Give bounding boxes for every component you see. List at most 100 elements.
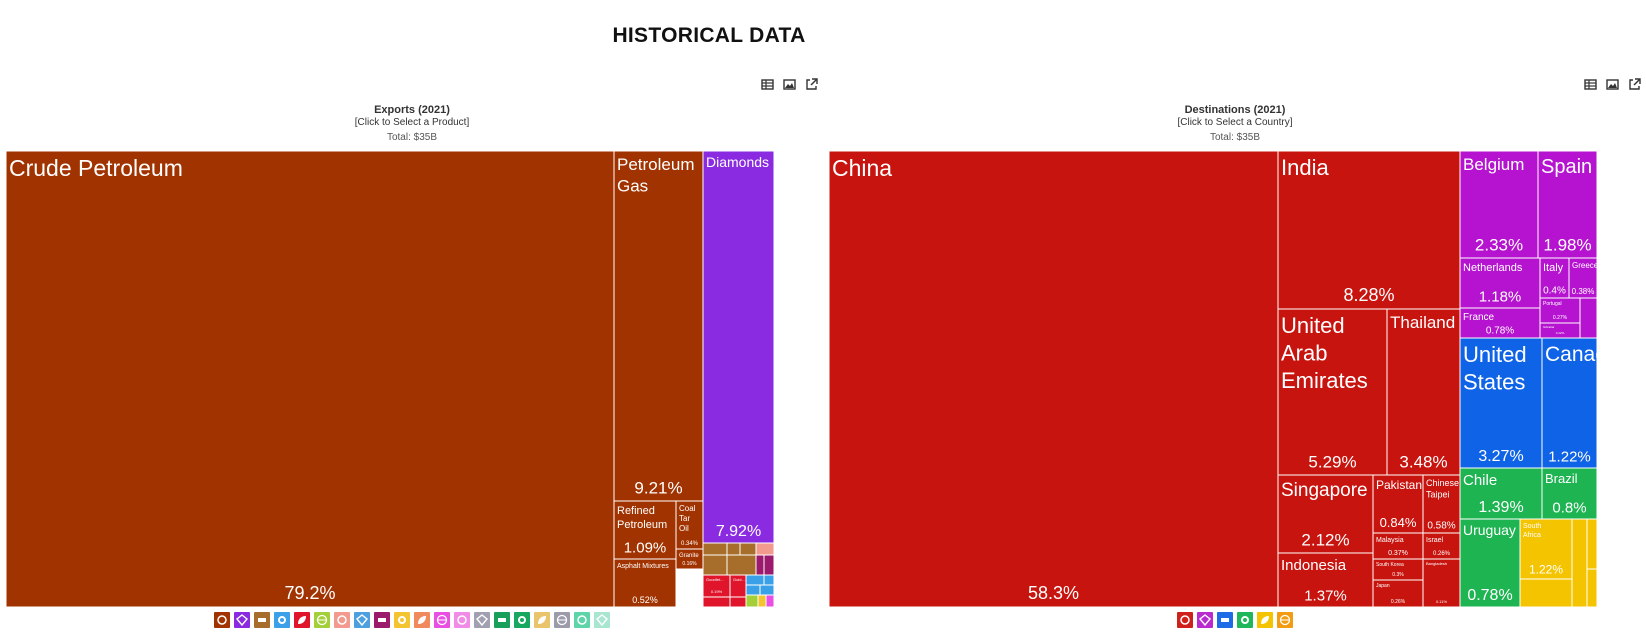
weapons-icon[interactable]	[394, 612, 410, 628]
tile-petroleum-gas-share: 9.21%	[634, 478, 682, 497]
footwear-icon[interactable]	[514, 612, 530, 628]
treemap-minor-tile[interactable]	[739, 542, 757, 556]
destinations-treemap: China 58.3% India 8.28% United Arab Emirates 5.…	[829, 151, 1641, 607]
treemap-minor-tile[interactable]	[1571, 518, 1588, 607]
tile-thailand-label: Thailand	[1390, 313, 1455, 332]
treemap-minor-tile[interactable]	[726, 554, 757, 576]
chemical-products-icon[interactable]	[434, 612, 450, 628]
tile-petroleum-gas-label: Petroleum Gas	[617, 155, 694, 195]
tile-japan[interactable]	[1372, 579, 1424, 607]
textiles-icon[interactable]	[354, 612, 370, 628]
treemap-minor-tile[interactable]	[763, 574, 775, 586]
tile-indonesia-label: Indonesia	[1281, 557, 1347, 574]
tile-united-states[interactable]	[1459, 337, 1543, 469]
treemap-minor-tile[interactable]	[1579, 297, 1598, 339]
tile-chile[interactable]	[1459, 467, 1543, 520]
tile-italy-share: 0.4%	[1543, 286, 1566, 297]
tile-uruguay-label: Uruguay	[1463, 522, 1516, 538]
destinations-header: Destinations (2021) [Click to Select a C…	[829, 104, 1641, 145]
select-country-link[interactable]: [Click to Select a Country]	[1177, 117, 1293, 128]
table-icon[interactable]	[761, 78, 774, 91]
tile-greece-share: 0.38%	[1572, 287, 1595, 296]
treemap-minor-tile[interactable]	[757, 594, 767, 607]
treemap-minor-tile[interactable]	[745, 574, 765, 586]
miscellaneous-icon[interactable]	[474, 612, 490, 628]
mineral-products-icon[interactable]	[214, 612, 230, 628]
treemap-minor-tile[interactable]	[755, 542, 775, 556]
share-icon[interactable]	[1628, 78, 1641, 91]
tile-portugal-share: 0.27%	[1553, 315, 1568, 321]
tile-thailand[interactable]	[1386, 308, 1461, 476]
south-america-icon[interactable]	[1237, 612, 1253, 628]
tile-canada[interactable]	[1541, 337, 1598, 469]
tile-diamonds[interactable]	[702, 151, 775, 544]
tile-singapore[interactable]	[1277, 474, 1374, 554]
treemap-minor-tile[interactable]	[702, 554, 728, 576]
metals-icon[interactable]	[254, 612, 270, 628]
tile-china[interactable]	[829, 151, 1279, 607]
image-icon[interactable]	[1606, 78, 1619, 91]
treemap-minor-tile[interactable]	[702, 596, 731, 607]
tile-brazil[interactable]	[1541, 467, 1598, 520]
destinations-panel: Destinations (2021) [Click to Select a C…	[829, 78, 1641, 643]
machines-icon[interactable]	[274, 612, 290, 628]
tile-brazil-label: Brazil	[1545, 471, 1578, 486]
tile-coal-tar-oil[interactable]	[675, 500, 704, 550]
treemap-minor-tile[interactable]	[1586, 568, 1598, 607]
animal-hides-icon[interactable]	[334, 612, 350, 628]
treemap-minor-tile[interactable]	[759, 584, 775, 596]
destinations-treemap-svg: China 58.3% India 8.28% United Arab Emirates 5.…	[829, 151, 1619, 607]
tile-india-label: India	[1281, 155, 1329, 180]
tile-spain-share: 1.98%	[1543, 235, 1591, 254]
plastics-icon[interactable]	[414, 612, 430, 628]
tile-south-africa-label: South Africa	[1523, 523, 1541, 539]
africa-icon[interactable]	[1257, 612, 1273, 628]
tile-pakistan[interactable]	[1372, 474, 1424, 534]
oceania-icon[interactable]	[1277, 612, 1293, 628]
tile-india-share: 8.28%	[1343, 285, 1394, 305]
arts-icon[interactable]	[594, 612, 610, 628]
tile-chinese-taipei[interactable]	[1422, 474, 1461, 534]
vegetable-products-icon[interactable]	[574, 612, 590, 628]
tile-petroleum-gas[interactable]	[613, 151, 704, 502]
treemap-minor-tile[interactable]	[702, 542, 728, 556]
tile-india[interactable]	[1277, 151, 1461, 310]
treemap-minor-tile[interactable]	[1519, 578, 1573, 607]
image-icon[interactable]	[783, 78, 796, 91]
treemap-minor-tile[interactable]	[729, 596, 747, 607]
tile-indonesia[interactable]	[1277, 552, 1374, 607]
tile-crude-petroleum[interactable]	[6, 151, 615, 607]
treemap-minor-tile[interactable]	[763, 554, 775, 576]
paper-goods-icon[interactable]	[534, 612, 550, 628]
table-icon[interactable]	[1584, 78, 1597, 91]
treemap-minor-tile[interactable]	[1586, 518, 1598, 570]
transportation-icon[interactable]	[294, 612, 310, 628]
tile-south-africa[interactable]	[1519, 518, 1573, 580]
stone-and-glass-icon[interactable]	[454, 612, 470, 628]
north-america-icon[interactable]	[1217, 612, 1233, 628]
tile-united-arab-emirates[interactable]	[1277, 308, 1388, 476]
wood-products-icon[interactable]	[554, 612, 570, 628]
tile-greece[interactable]	[1568, 257, 1598, 299]
tile-gold[interactable]	[729, 574, 747, 598]
tile-uruguay[interactable]	[1459, 518, 1521, 607]
tile-belgium[interactable]	[1459, 151, 1539, 259]
treemap-minor-tile[interactable]	[755, 554, 765, 576]
precious-metals-icon[interactable]	[234, 612, 250, 628]
treemap-minor-tile[interactable]	[745, 594, 759, 607]
europe-icon[interactable]	[1197, 612, 1213, 628]
asia-icon[interactable]	[1177, 612, 1193, 628]
treemap-minor-tile[interactable]	[745, 584, 761, 596]
tile-chile-label: Chile	[1463, 472, 1497, 489]
tile-bangladesh[interactable]	[1422, 558, 1461, 607]
share-icon[interactable]	[805, 78, 818, 91]
textile-garment-icon[interactable]	[494, 612, 510, 628]
treemap-minor-tile[interactable]	[765, 594, 775, 607]
instruments-icon[interactable]	[374, 612, 390, 628]
tile-goodfet-label: Goodfet...	[706, 577, 724, 582]
tile-asphalt-mixtures[interactable]	[613, 558, 677, 607]
foodstuffs-icon[interactable]	[314, 612, 330, 628]
select-product-link[interactable]: [Click to Select a Product]	[354, 117, 470, 128]
tile-france[interactable]	[1459, 307, 1541, 339]
treemap-minor-tile[interactable]	[726, 542, 741, 556]
